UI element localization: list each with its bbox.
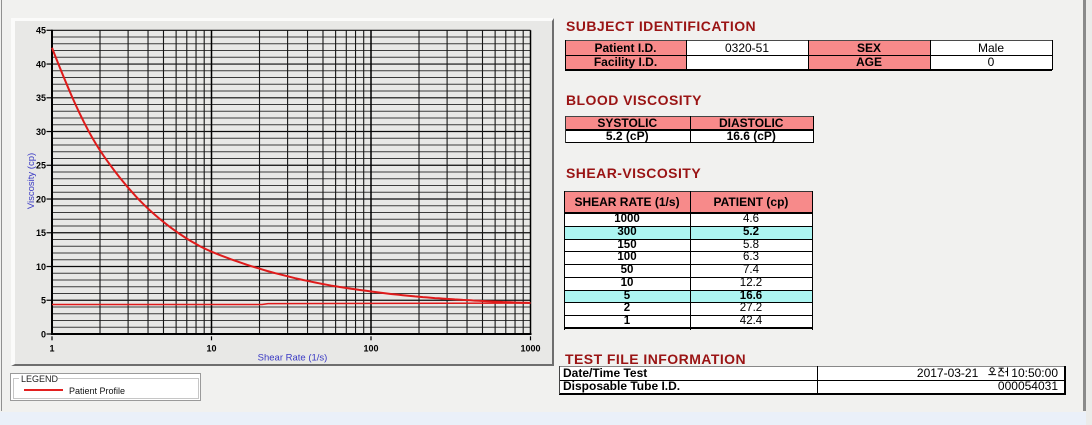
svg-text:100: 100 xyxy=(363,343,378,353)
svg-text:5: 5 xyxy=(41,296,46,306)
svg-text:35: 35 xyxy=(36,93,46,103)
svg-text:10: 10 xyxy=(206,343,216,353)
svg-text:Viscosity (cp): Viscosity (cp) xyxy=(26,153,37,209)
svg-text:30: 30 xyxy=(36,127,46,137)
svg-text:20: 20 xyxy=(36,194,46,204)
svg-text:45: 45 xyxy=(36,26,46,36)
svg-text:0: 0 xyxy=(41,329,46,339)
svg-text:25: 25 xyxy=(36,161,46,171)
svg-text:10: 10 xyxy=(36,262,46,272)
svg-text:1000: 1000 xyxy=(520,343,540,353)
svg-text:Shear Rate (1/s): Shear Rate (1/s) xyxy=(258,352,328,363)
svg-text:40: 40 xyxy=(36,59,46,69)
svg-text:1: 1 xyxy=(49,343,54,353)
svg-text:15: 15 xyxy=(36,228,46,238)
